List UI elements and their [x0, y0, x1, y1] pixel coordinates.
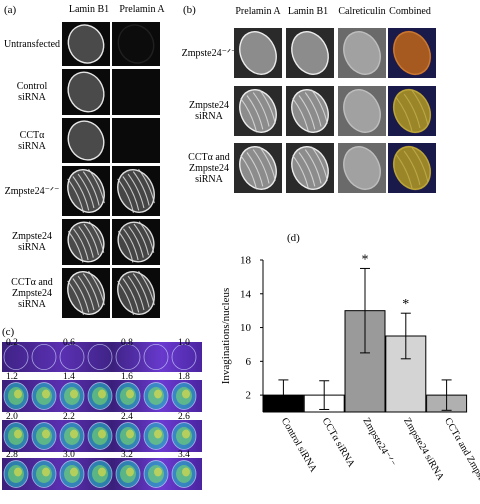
y-tick-label: 14 — [240, 288, 252, 300]
panel-c-heatmap-strip-1 — [2, 342, 202, 372]
panel-b-lamin-b1-image-zmpste24-knockout — [286, 28, 334, 78]
panel-b-calreticulin-image-cct-alpha-and-zmpste24-sirna — [338, 143, 386, 193]
panel-b-row-label-zmpste24-sirna: Zmpste24 siRNA — [189, 100, 229, 122]
panel-c-time-label-1-3: 0.8 — [121, 338, 133, 348]
panel-b-col-prelamin-a: Prelamin A — [235, 6, 281, 17]
panel-a-prelamin-a-image-zmpste24-knockout — [112, 166, 160, 216]
panel-c-time-label-3-3: 2.4 — [121, 412, 133, 422]
significance-marker-3: * — [362, 252, 369, 267]
panel-c-time-label-2-4: 1.8 — [178, 372, 190, 382]
panel-b-lamin-b1-image-zmpste24-sirna — [286, 86, 334, 136]
panel-b-letter: (b) — [183, 4, 196, 16]
panel-b-prelamin-a-image-zmpste24-sirna — [234, 86, 282, 136]
panel-a-lamin-b1-image-zmpste24-sirna — [62, 219, 110, 265]
panel-c-time-label-3-1: 2.0 — [6, 412, 18, 422]
panel-a-lamin-b1-image-untransfected — [62, 22, 110, 66]
panel-c-time-label-3-4: 2.6 — [178, 412, 190, 422]
svg-text:CCTα and Zmpste24 siRNA: CCTα and Zmpste24 siRNA — [442, 416, 480, 504]
panel-a-row-label-control-sirna: Control siRNA — [16, 81, 48, 103]
panel-c-time-label-1-2: 0.6 — [63, 338, 75, 348]
panel-b-row-label-zmpste24-knockout: Zmpste24⁻ᐟ⁻ — [181, 47, 237, 59]
panel-a-prelamin-a-image-zmpste24-sirna — [112, 219, 160, 265]
panel-c-time-label-1-1: 0.2 — [6, 338, 18, 348]
panel-a-prelamin-a-image-untransfected — [112, 22, 160, 66]
panel-b-col-lamin-b1: Lamin B1 — [287, 6, 329, 17]
svg-text:Zmpste24 siRNA: Zmpste24 siRNA — [401, 416, 446, 483]
panel-a-lamin-b1-image-zmpste24-knockout — [62, 166, 110, 216]
panel-a-row-label-untransfected: Untransfected — [3, 38, 61, 50]
panel-b-prelamin-a-image-cct-alpha-and-zmpste24-sirna — [234, 143, 282, 193]
significance-marker-4: * — [402, 297, 409, 312]
y-tick-label: 18 — [240, 255, 252, 267]
svg-text:Zmpste24⁻ᐟ⁻: Zmpste24⁻ᐟ⁻ — [360, 416, 397, 469]
panel-c-time-label-4-2: 3.0 — [63, 450, 75, 460]
panel-c-time-label-2-1: 1.2 — [6, 372, 18, 382]
panel-c-time-label-1-4: 1.0 — [178, 338, 190, 348]
panel-c-time-label-2-2: 1.4 — [63, 372, 75, 382]
x-tick-label-3: Zmpste24⁻ᐟ⁻ — [360, 416, 397, 469]
panel-b-col-combined: Combined — [389, 6, 431, 17]
panel-a-col-prelamin-a: Prelamin A — [119, 4, 165, 15]
panel-a-prelamin-a-image-cct-alpha-and-zmpste24-sirna — [112, 268, 160, 318]
panel-a-prelamin-a-image-control-sirna — [112, 69, 160, 115]
panel-a-lamin-b1-image-control-sirna — [62, 69, 110, 115]
panel-c-time-label-2-3: 1.6 — [121, 372, 133, 382]
panel-a-row-label-zmpste24-sirna: Zmpste24 siRNA — [12, 231, 52, 253]
panel-b-combined-image-zmpste24-sirna — [388, 86, 436, 136]
x-tick-label-1: Control siRNA — [279, 416, 319, 475]
panel-b-prelamin-a-image-zmpste24-knockout — [234, 28, 282, 78]
panel-a-row-label-cct-alpha-and-zmpste24-sirna: CCTα and Zmpste24 siRNA — [11, 276, 53, 310]
panel-c-time-label-4-1: 2.8 — [6, 450, 18, 460]
panel-b-calreticulin-image-zmpste24-sirna — [338, 86, 386, 136]
y-tick-label: 2 — [246, 390, 252, 402]
x-tick-label-2: CCTα siRNA — [320, 416, 357, 470]
x-tick-label-4: Zmpste24 siRNA — [401, 416, 446, 483]
panel-a-letter: (a) — [4, 4, 17, 16]
x-tick-label-5: CCTα and Zmpste24 siRNA — [442, 416, 480, 504]
panel-b-combined-image-zmpste24-knockout — [388, 28, 436, 78]
panel-a-row-label-cct-alpha-sirna: CCTα siRNA — [18, 129, 46, 152]
panel-c-heatmap-strip-3 — [2, 420, 202, 452]
panel-b-calreticulin-image-zmpste24-knockout — [338, 28, 386, 78]
panel-d-letter: (d) — [287, 232, 300, 244]
panel-b-row-label-cct-alpha-and-zmpste24-sirna: CCTα and Zmpste24 siRNA — [188, 151, 230, 185]
y-tick-label: 6 — [246, 356, 252, 368]
panel-a-lamin-b1-image-cct-alpha-sirna — [62, 118, 110, 163]
panel-b-combined-image-cct-alpha-and-zmpste24-sirna — [388, 143, 436, 193]
y-axis-label: Invaginations/nucleus — [220, 288, 232, 385]
panel-a-col-lamin-b1: Lamin B1 — [68, 4, 110, 15]
panel-c-letter: (c) — [2, 326, 15, 338]
panel-b-col-calreticulin: Calreticulin — [338, 6, 386, 17]
panel-c-time-label-4-4: 3.4 — [178, 450, 190, 460]
panel-c-heatmap-strip-4 — [2, 458, 202, 490]
panel-c-time-label-3-2: 2.2 — [63, 412, 75, 422]
panel-a-prelamin-a-image-cct-alpha-sirna — [112, 118, 160, 163]
panel-a-lamin-b1-image-cct-alpha-and-zmpste24-sirna — [62, 268, 110, 318]
panel-a-row-label-zmpste24-knockout: Zmpste24⁻ᐟ⁻ — [4, 185, 60, 197]
svg-text:Control siRNA: Control siRNA — [279, 416, 319, 475]
invaginations-bar-chart: 2 6 10 14 18 Invaginations/nucleus Control siR… — [220, 252, 480, 504]
svg-text:CCTα siRNA: CCTα siRNA — [320, 416, 357, 470]
bar-3 — [344, 310, 386, 413]
panel-c-heatmap-strip-2 — [2, 380, 202, 412]
y-tick-label: 10 — [240, 322, 252, 334]
panel-c-time-label-4-3: 3.2 — [121, 450, 133, 460]
panel-b-lamin-b1-image-cct-alpha-and-zmpste24-sirna — [286, 143, 334, 193]
